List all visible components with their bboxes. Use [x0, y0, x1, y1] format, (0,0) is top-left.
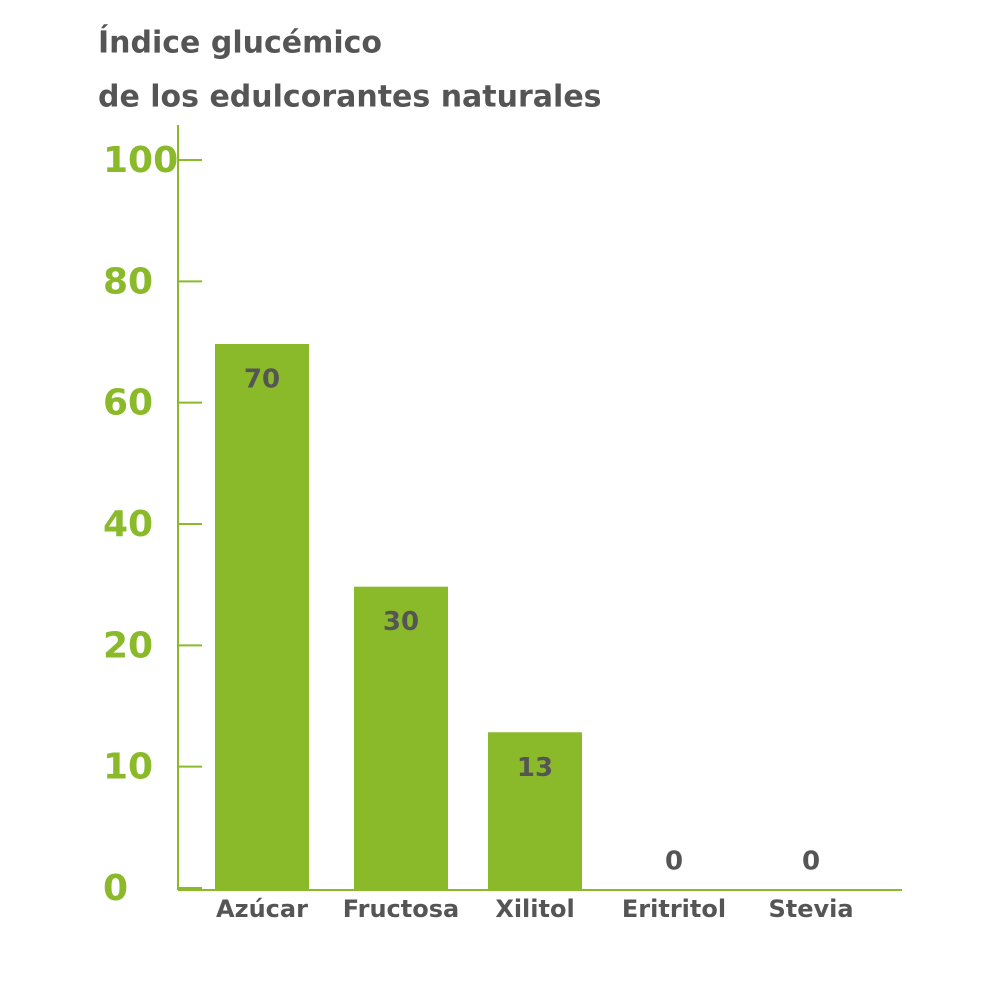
x-tick-label: Fructosa [343, 895, 459, 923]
bar [354, 586, 448, 890]
y-tick-label: 10 [103, 747, 153, 788]
x-tick-label: Stevia [768, 895, 853, 923]
bar [488, 732, 582, 890]
y-tick-label: 60 [103, 383, 153, 424]
chart-title: de los edulcorantes naturales [98, 80, 602, 115]
chart-title: Índice glucémico [98, 25, 382, 61]
value-label: 70 [244, 365, 280, 395]
value-label: 13 [517, 753, 553, 783]
y-tick-label: 0 [103, 868, 128, 909]
bar [215, 344, 309, 890]
x-tick-label: Xilitol [495, 895, 574, 923]
y-tick-label: 100 [103, 140, 178, 181]
x-tick-label: Eritritol [622, 895, 726, 923]
value-label: 30 [383, 607, 419, 637]
value-label: 0 [802, 847, 820, 877]
y-tick-label: 20 [103, 625, 153, 666]
y-tick-label: 40 [103, 504, 153, 545]
x-tick-label: Azúcar [216, 895, 308, 923]
y-tick-label: 80 [103, 261, 153, 302]
value-label: 0 [665, 847, 683, 877]
